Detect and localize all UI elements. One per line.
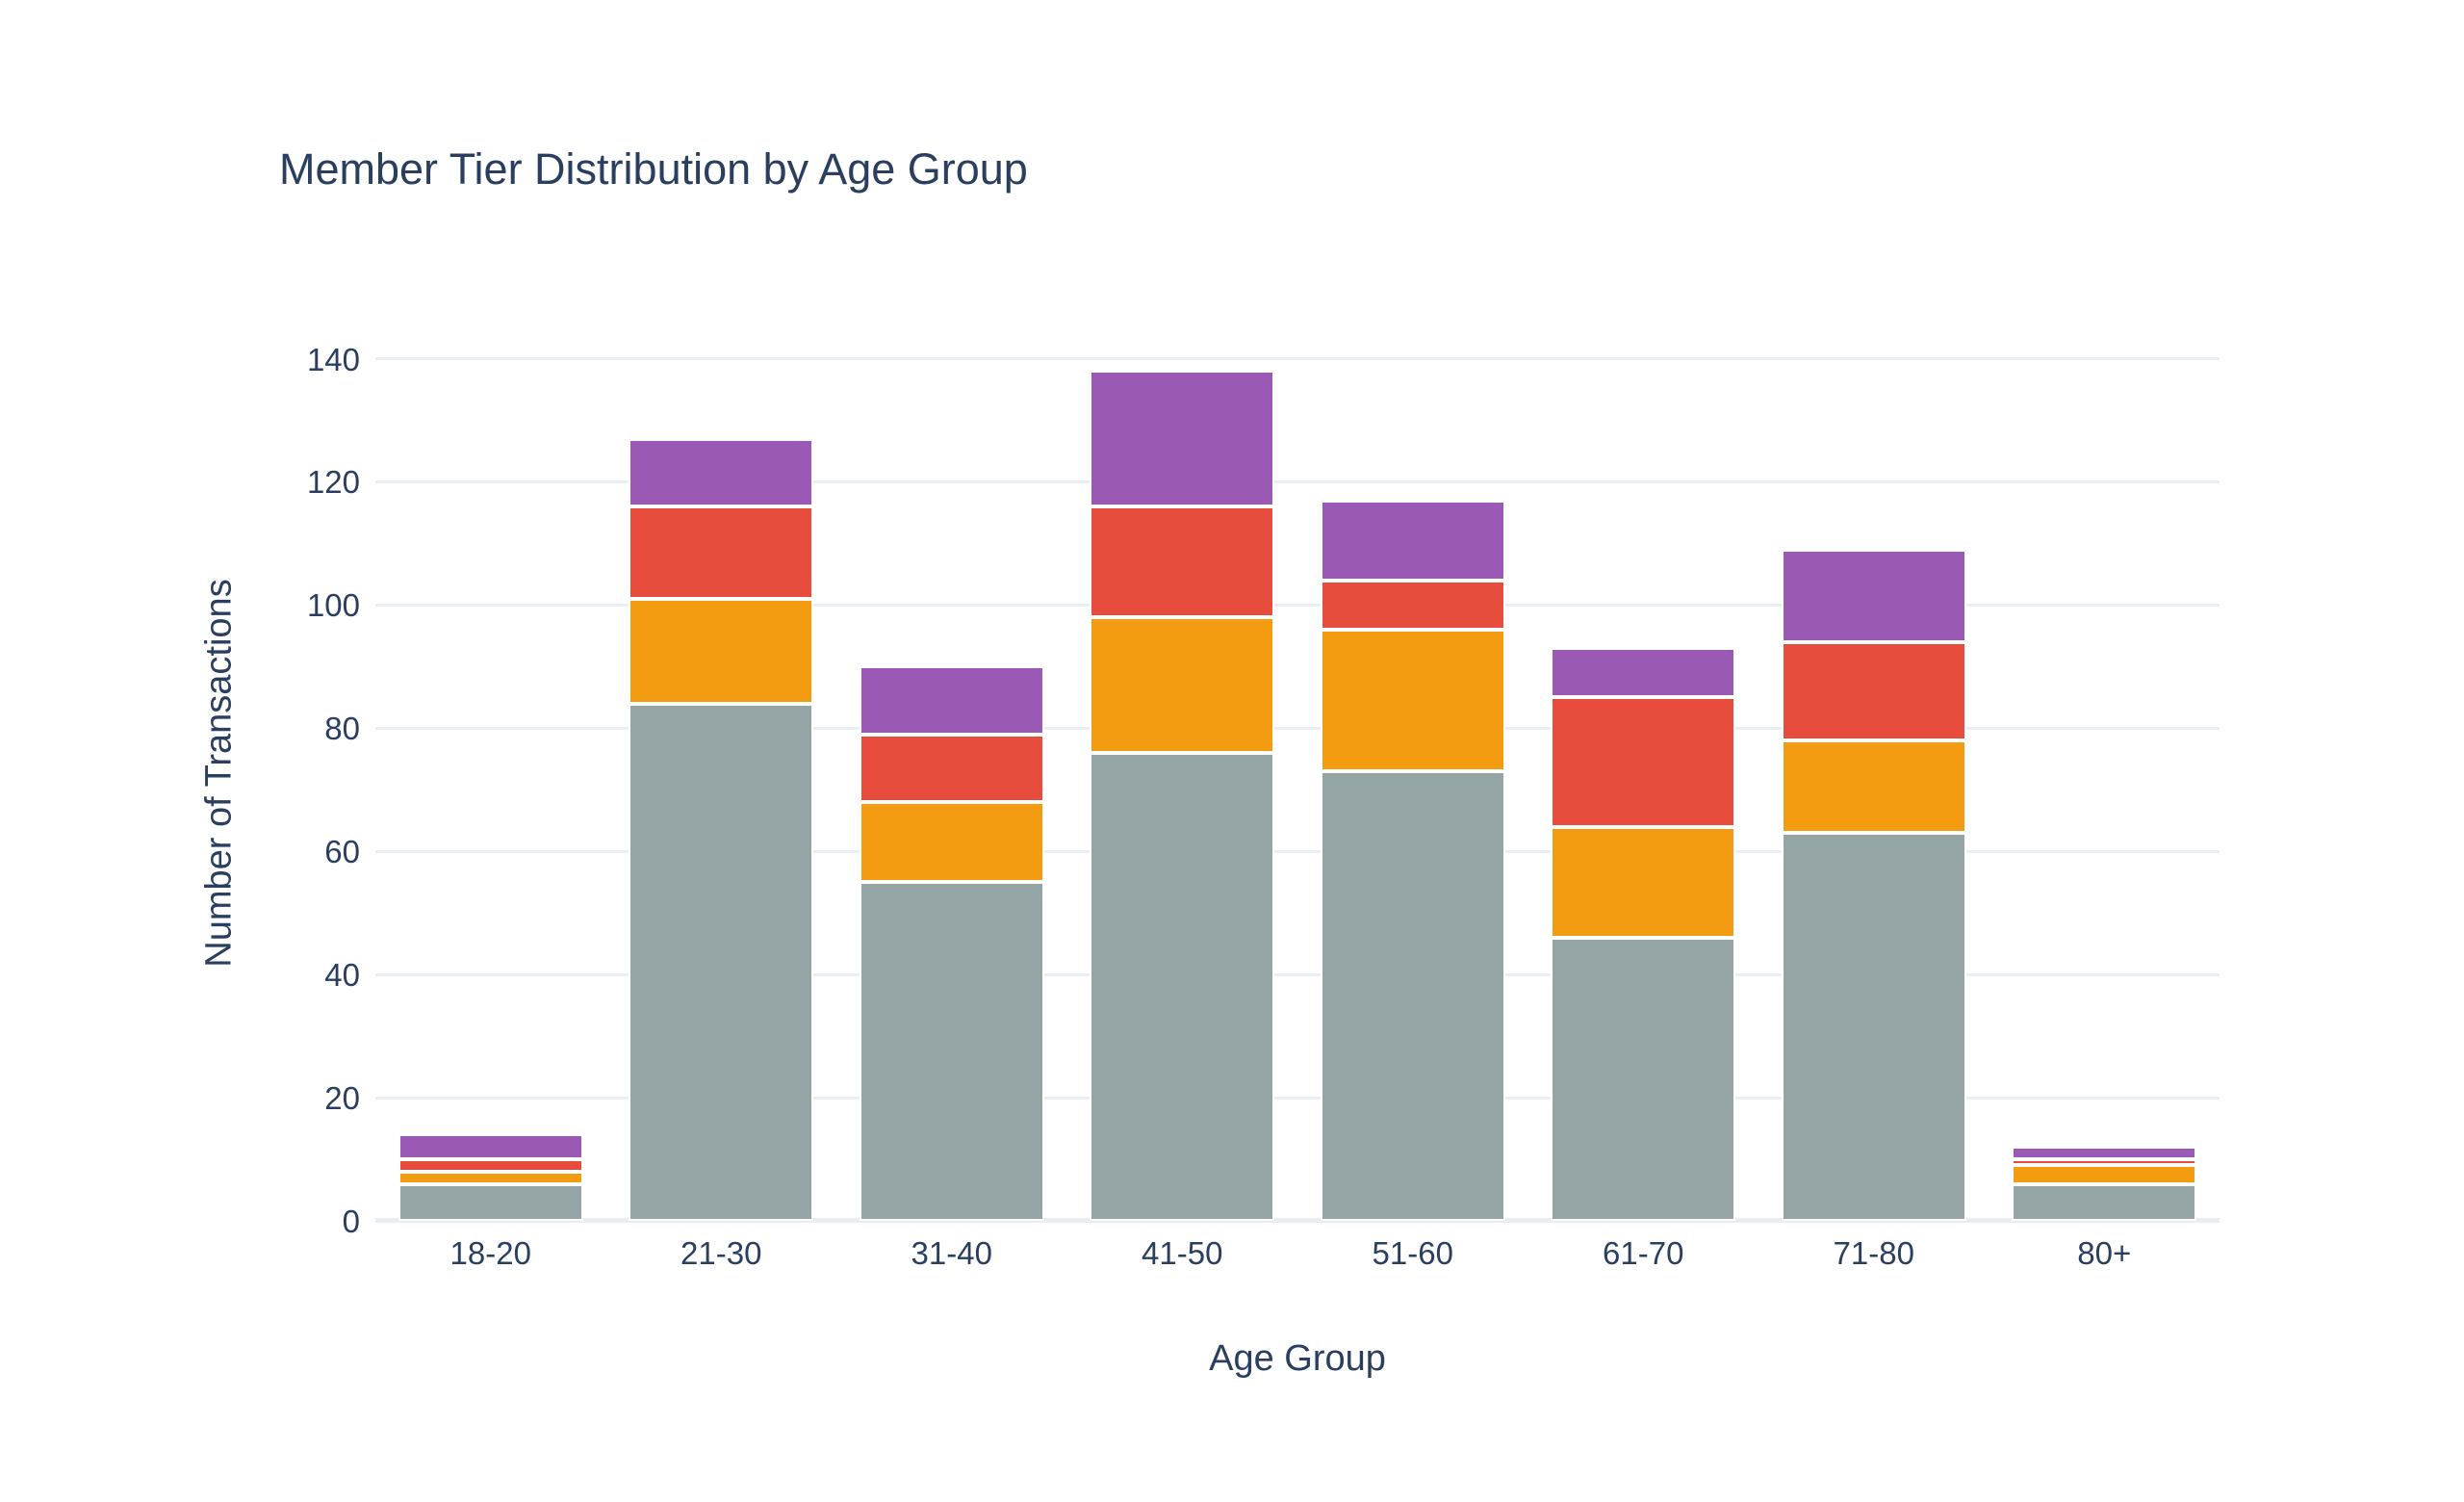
y-tick-label-140: 140: [306, 341, 360, 377]
bar-segment-41-50-purple[interactable]: [1090, 371, 1275, 507]
bar-segment-31-40-orange[interactable]: [859, 802, 1044, 883]
bar-segment-80+-red[interactable]: [2012, 1159, 2197, 1166]
bar-segment-61-70-purple[interactable]: [1551, 648, 1736, 698]
bar-segment-41-50-red[interactable]: [1090, 506, 1275, 618]
y-axis-title: Number of Transactions: [198, 579, 240, 968]
bar-segment-21-30-red[interactable]: [629, 506, 814, 599]
bar-segment-61-70-orange[interactable]: [1551, 826, 1736, 938]
y-tick-label-120: 120: [306, 464, 360, 501]
x-axis-zero-line: [375, 1218, 2220, 1223]
gridline-y-80: [375, 726, 2220, 730]
x-tick-label-21-30: 21-30: [680, 1235, 762, 1271]
y-tick-label-60: 60: [324, 834, 360, 870]
x-tick-label-18-20: 18-20: [449, 1235, 531, 1271]
gridline-y-140: [375, 357, 2220, 361]
bar-segment-31-40-red[interactable]: [859, 734, 1044, 803]
bar-segment-41-50-gray[interactable]: [1090, 752, 1275, 1221]
y-tick-label-100: 100: [306, 587, 360, 624]
bar-segment-71-80-purple[interactable]: [1781, 549, 1966, 642]
bar-segment-51-60-purple[interactable]: [1320, 500, 1505, 581]
gridline-y-60: [375, 849, 2220, 853]
gridline-y-120: [375, 479, 2220, 483]
gridline-y-40: [375, 972, 2220, 976]
bar-segment-41-50-orange[interactable]: [1090, 617, 1275, 753]
bar-segment-31-40-purple[interactable]: [859, 666, 1044, 735]
chart-title: Member Tier Distribution by Age Group: [279, 144, 1028, 194]
gridline-y-20: [375, 1096, 2220, 1100]
plot-area: [375, 325, 2220, 1223]
gridline-y-100: [375, 603, 2220, 607]
y-tick-label-80: 80: [324, 711, 360, 747]
bar-segment-18-20-gray[interactable]: [398, 1183, 583, 1221]
bar-segment-80+-orange[interactable]: [2012, 1165, 2197, 1184]
bar-segment-51-60-red[interactable]: [1320, 580, 1505, 630]
bar-segment-18-20-red[interactable]: [398, 1159, 583, 1172]
bar-segment-71-80-red[interactable]: [1781, 641, 1966, 741]
bar-segment-21-30-orange[interactable]: [629, 599, 814, 704]
bar-segment-21-30-purple[interactable]: [629, 438, 814, 507]
x-tick-label-61-70: 61-70: [1603, 1235, 1684, 1271]
bar-segment-18-20-orange[interactable]: [398, 1171, 583, 1184]
x-axis-title: Age Group: [1209, 1338, 1386, 1379]
bar-segment-80+-purple[interactable]: [2012, 1147, 2197, 1160]
y-tick-label-40: 40: [324, 957, 360, 994]
y-tick-label-20: 20: [324, 1080, 360, 1117]
x-tick-label-41-50: 41-50: [1142, 1235, 1223, 1271]
bar-segment-61-70-gray[interactable]: [1551, 937, 1736, 1221]
y-tick-label-0: 0: [342, 1204, 360, 1239]
x-tick-label-80+: 80+: [2077, 1235, 2132, 1271]
x-tick-label-31-40: 31-40: [911, 1235, 992, 1271]
x-tick-label-71-80: 71-80: [1833, 1235, 1914, 1271]
bar-segment-51-60-orange[interactable]: [1320, 629, 1505, 772]
bar-segment-71-80-gray[interactable]: [1781, 833, 1966, 1221]
bar-segment-21-30-gray[interactable]: [629, 703, 814, 1221]
bar-segment-51-60-gray[interactable]: [1320, 771, 1505, 1221]
bar-segment-61-70-red[interactable]: [1551, 697, 1736, 827]
bar-segment-80+-gray[interactable]: [2012, 1183, 2197, 1221]
bar-segment-31-40-gray[interactable]: [859, 882, 1044, 1221]
bar-segment-71-80-orange[interactable]: [1781, 740, 1966, 834]
bar-segment-18-20-purple[interactable]: [398, 1134, 583, 1160]
x-tick-label-51-60: 51-60: [1372, 1235, 1453, 1271]
